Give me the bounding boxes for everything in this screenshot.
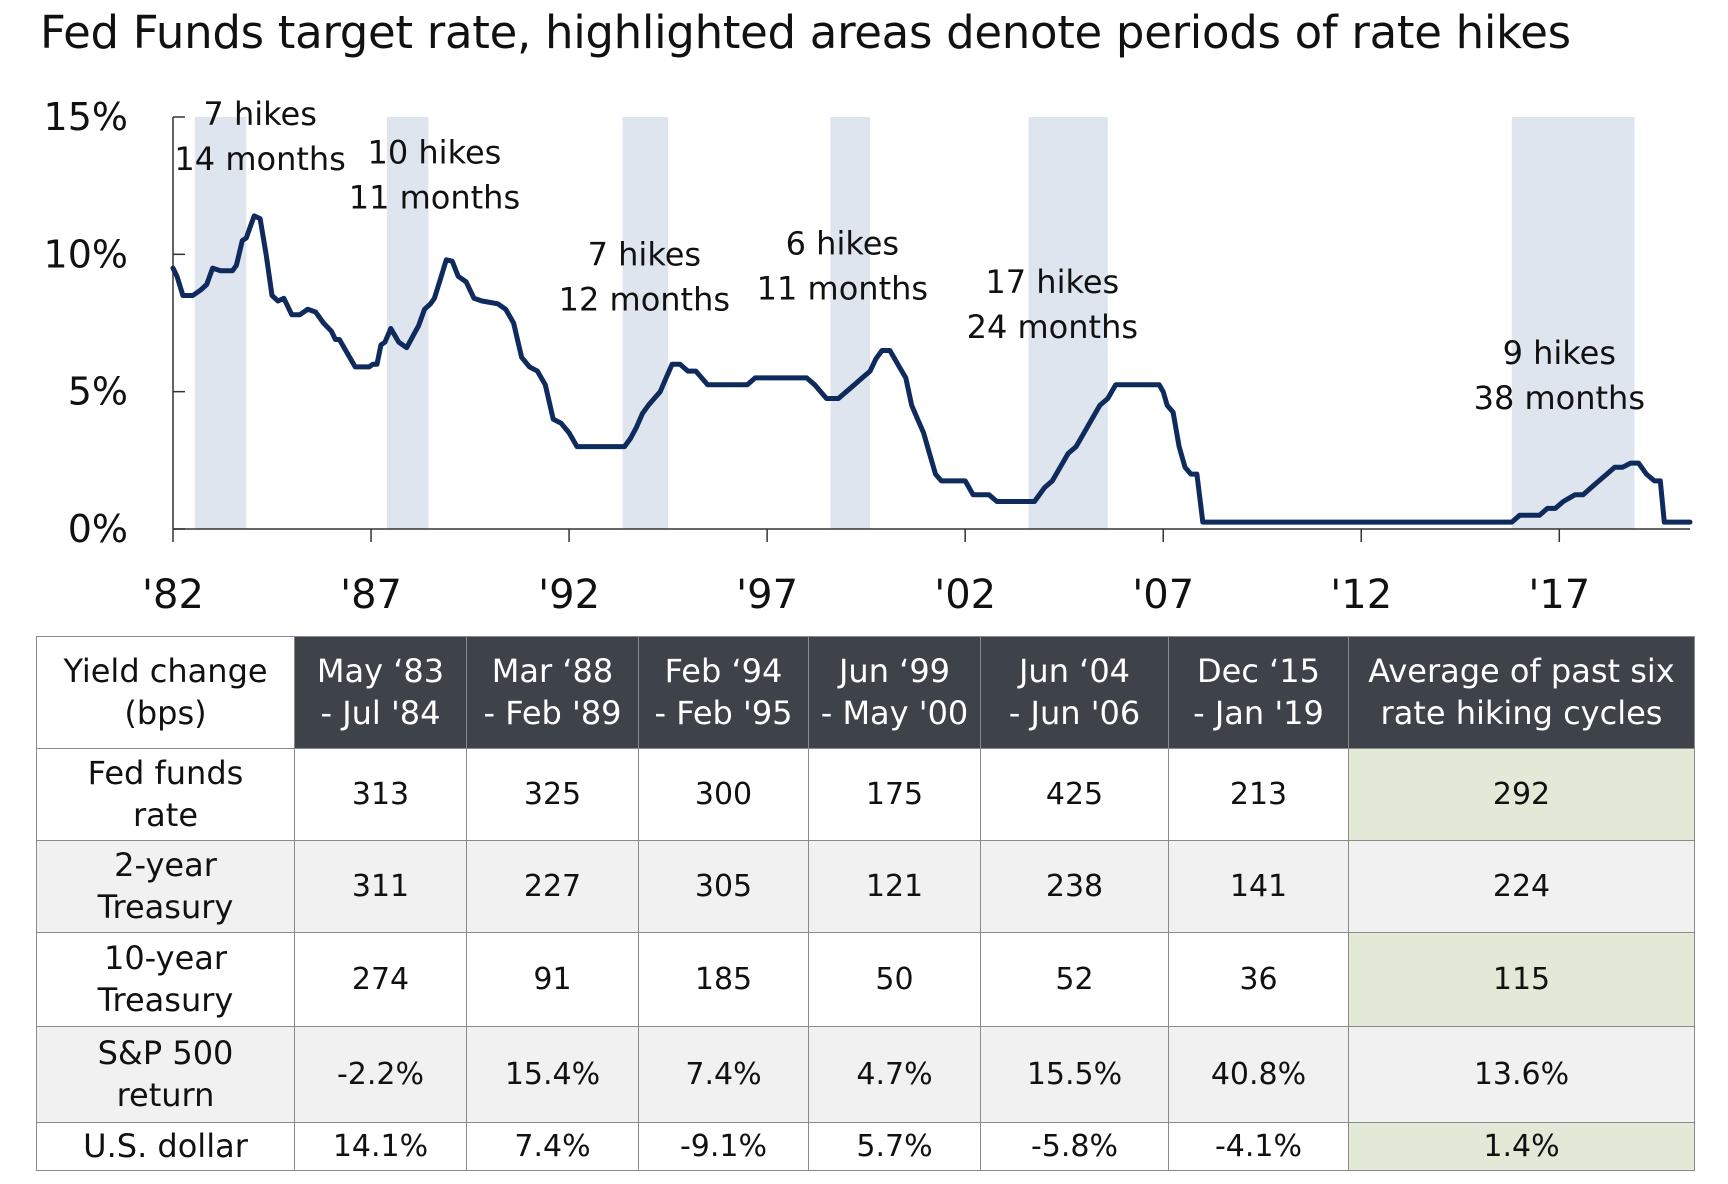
table-cell: 50 <box>808 932 981 1027</box>
table-cell: 175 <box>808 748 981 841</box>
hike-period-band <box>1511 117 1635 529</box>
hike-duration-label: 11 months <box>757 269 928 307</box>
table-corner-label: Yield change (bps) <box>36 636 295 749</box>
table-cell: 300 <box>638 748 809 841</box>
hike-duration-label: 14 months <box>174 140 345 178</box>
yield-change-table: Yield change (bps) May ‘83 - Jul '84 Mar… <box>36 636 1695 1171</box>
x-tick-label: '82 <box>142 572 204 618</box>
hike-duration-label: 11 months <box>349 179 520 217</box>
column-header: May ‘83 - Jul '84 <box>294 636 467 749</box>
average-cell: 115 <box>1348 932 1695 1027</box>
row-label: U.S. dollar <box>36 1122 295 1171</box>
hike-count-label: 17 hikes <box>985 263 1119 301</box>
table-cell: 4.7% <box>808 1026 981 1123</box>
column-header-average: Average of past six rate hiking cycles <box>1348 636 1695 749</box>
row-label: S&P 500 return <box>36 1026 295 1123</box>
table-cell: 36 <box>1168 932 1349 1027</box>
hike-count-label: 10 hikes <box>368 134 502 172</box>
rate-line-group <box>170 213 1693 525</box>
table-cell: 425 <box>980 748 1169 841</box>
column-header: Mar ‘88 - Feb '89 <box>466 636 639 749</box>
row-label: Fed funds rate <box>36 748 295 841</box>
column-header: Jun ‘99 - May '00 <box>808 636 981 749</box>
table-row: S&P 500 return -2.2% 15.4% 7.4% 4.7% 15.5% 40.… <box>36 1026 1695 1123</box>
hike-count-label: 7 hikes <box>588 235 701 273</box>
table-cell: 40.8% <box>1168 1026 1349 1123</box>
table-row: 2-year Treasury 311 227 305 121 238 141 224 <box>36 840 1695 933</box>
table-cell: 7.4% <box>638 1026 809 1123</box>
x-tick-label: '87 <box>340 572 402 618</box>
average-cell: 1.4% <box>1348 1122 1695 1171</box>
row-label: 2-year Treasury <box>36 840 295 933</box>
table-cell: 238 <box>980 840 1169 933</box>
hike-annotations: 7 hikes 14 months 10 hikes 11 months 7 hikes… <box>174 95 1645 417</box>
table-cell: 91 <box>466 932 639 1027</box>
hike-period-shades <box>194 117 1635 529</box>
column-header: Dec ‘15 - Jan '19 <box>1168 636 1349 749</box>
hike-count-label: 6 hikes <box>786 224 899 262</box>
hike-period-band <box>830 117 871 529</box>
hike-duration-label: 12 months <box>559 280 730 318</box>
table-cell: 7.4% <box>466 1122 639 1171</box>
x-tick-label: '17 <box>1528 572 1590 618</box>
average-cell: 13.6% <box>1348 1026 1695 1123</box>
table-row: Fed funds rate 313 325 300 175 425 213 292 <box>36 748 1695 841</box>
x-tick-label: '92 <box>538 572 600 618</box>
chart-title: Fed Funds target rate, highlighted areas… <box>40 6 1571 59</box>
table-cell: 141 <box>1168 840 1349 933</box>
table-cell: 121 <box>808 840 981 933</box>
chart-axes: 0% 5% 10% 15% '82 '87 '92 '97 '02 '07 '12 '17 <box>44 95 1690 618</box>
table-cell: 185 <box>638 932 809 1027</box>
table-cell: -2.2% <box>294 1026 467 1123</box>
table-cell: 305 <box>638 840 809 933</box>
y-tick-label: 0% <box>68 507 128 551</box>
table-cell: 15.4% <box>466 1026 639 1123</box>
x-tick-label: '97 <box>736 572 798 618</box>
average-cell: 292 <box>1348 748 1695 841</box>
hike-period-band <box>1028 117 1108 529</box>
table-cell: -9.1% <box>638 1122 809 1171</box>
hike-period-band <box>622 117 669 529</box>
y-tick-label: 5% <box>68 370 128 414</box>
y-tick-label: 10% <box>44 232 128 276</box>
table-cell: 227 <box>466 840 639 933</box>
column-header: Feb ‘94 - Feb '95 <box>638 636 809 749</box>
table-cell: 5.7% <box>808 1122 981 1171</box>
y-tick-label: 15% <box>44 95 128 139</box>
x-tick-label: '02 <box>934 572 996 618</box>
table-cell: -5.8% <box>980 1122 1169 1171</box>
table-row: U.S. dollar 14.1% 7.4% -9.1% 5.7% -5.8% -4.1% 1… <box>36 1122 1695 1171</box>
table-cell: 14.1% <box>294 1122 467 1171</box>
table-cell: 52 <box>980 932 1169 1027</box>
row-label: 10-year Treasury <box>36 932 295 1027</box>
fed-funds-chart: 0% 5% 10% 15% '82 '87 '92 '97 '02 '07 '12 '17 7 hik… <box>44 95 1693 618</box>
x-tick-label: '12 <box>1330 572 1392 618</box>
average-cell: 224 <box>1348 840 1695 933</box>
hike-period-band <box>194 117 247 529</box>
x-tick-label: '07 <box>1132 572 1194 618</box>
table-cell: 313 <box>294 748 467 841</box>
fed-funds-rate-line <box>170 213 1693 525</box>
table-cell: 213 <box>1168 748 1349 841</box>
table-cell: 274 <box>294 932 467 1027</box>
table-row: 10-year Treasury 274 91 185 50 52 36 115 <box>36 932 1695 1027</box>
hike-count-label: 7 hikes <box>203 95 316 133</box>
table-cell: -4.1% <box>1168 1122 1349 1171</box>
hike-count-label: 9 hikes <box>1503 334 1616 372</box>
table-cell: 325 <box>466 748 639 841</box>
hike-duration-label: 38 months <box>1474 379 1645 417</box>
column-header: Jun ‘04 - Jun '06 <box>980 636 1169 749</box>
hike-duration-label: 24 months <box>967 308 1138 346</box>
table-cell: 15.5% <box>980 1026 1169 1123</box>
table-cell: 311 <box>294 840 467 933</box>
table-header-row: Yield change (bps) May ‘83 - Jul '84 Mar… <box>36 636 1695 749</box>
